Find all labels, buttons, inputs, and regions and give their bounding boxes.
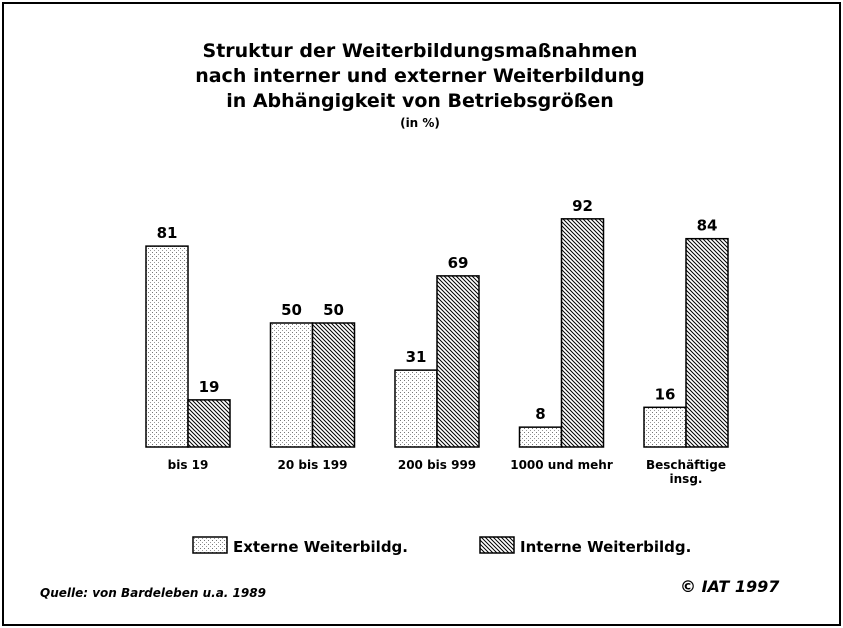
legend-label: Interne Weiterbildg. bbox=[520, 538, 691, 556]
bar bbox=[145, 245, 189, 448]
chart-title: Struktur der Weiterbildungsmaßnahmen bbox=[203, 40, 638, 62]
bar bbox=[269, 322, 314, 448]
bar bbox=[518, 426, 563, 448]
bar bbox=[311, 322, 356, 448]
data-label: 81 bbox=[157, 224, 178, 242]
data-label: 19 bbox=[199, 378, 220, 396]
data-label: 69 bbox=[448, 254, 469, 272]
chart-subtitle: (in %) bbox=[400, 116, 440, 130]
source: Quelle: von Bardeleben u.a. 1989 bbox=[40, 586, 266, 600]
data-label: 92 bbox=[572, 197, 593, 215]
bar bbox=[685, 237, 729, 448]
legend-swatch bbox=[479, 536, 515, 554]
bar bbox=[187, 399, 231, 448]
legend-swatch bbox=[192, 536, 228, 554]
x-tick-label: 1000 und mehr bbox=[510, 458, 613, 472]
chart-title: nach interner und externer Weiterbildung bbox=[195, 65, 645, 87]
data-label: 8 bbox=[535, 405, 545, 423]
bar bbox=[560, 218, 605, 448]
bar bbox=[643, 406, 687, 448]
data-label: 50 bbox=[281, 301, 302, 319]
legend-label: Externe Weiterbildg. bbox=[233, 538, 408, 556]
x-tick-label: 20 bis 199 bbox=[277, 458, 348, 472]
bar bbox=[394, 369, 438, 448]
copyright: © IAT 1997 bbox=[680, 577, 780, 596]
data-label: 31 bbox=[406, 348, 427, 366]
data-label: 50 bbox=[323, 301, 344, 319]
x-tick-label: 200 bis 999 bbox=[397, 458, 477, 472]
x-tick-label: bis 19 bbox=[167, 458, 209, 472]
data-label: 84 bbox=[697, 217, 718, 235]
chart-title: in Abhängigkeit von Betriebsgrößen bbox=[226, 90, 614, 112]
bar bbox=[436, 275, 480, 448]
data-label: 16 bbox=[655, 385, 676, 403]
x-tick-label: Beschäftige insg. bbox=[646, 458, 726, 486]
